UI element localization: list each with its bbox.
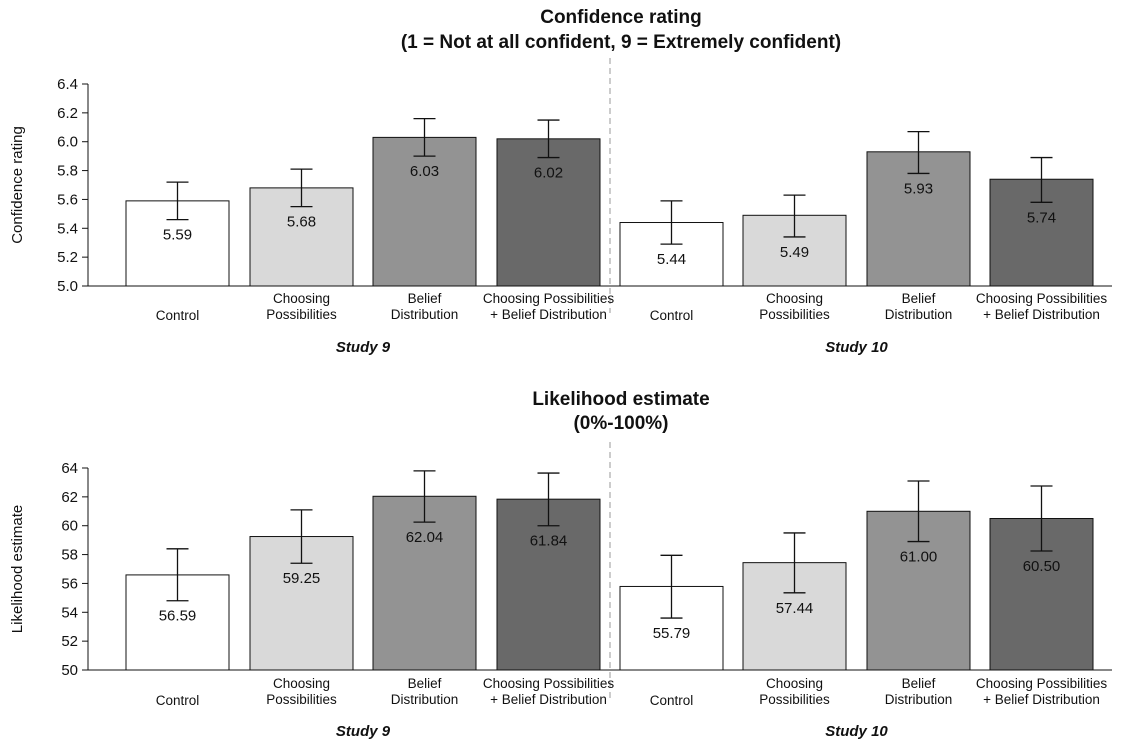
category-label: Choosing: [766, 291, 823, 306]
category-label: Belief: [902, 291, 936, 306]
bar: [496, 498, 601, 671]
bar-value-label: 56.59: [159, 608, 197, 625]
category-label: Choosing Possibilities: [483, 291, 615, 306]
y-tick-label: 6.2: [57, 105, 78, 122]
category-label: Possibilities: [759, 307, 830, 322]
y-tick-label: 50: [61, 662, 78, 679]
bar: [496, 138, 601, 287]
y-axis-label: Confidence rating: [9, 126, 26, 244]
y-tick-label: 6.4: [57, 76, 78, 93]
y-axis-label: Likelihood estimate: [9, 505, 26, 633]
bar: [866, 151, 971, 287]
y-tick-label: 5.8: [57, 163, 78, 180]
y-tick-label: 5.0: [57, 278, 78, 295]
bar-value-label: 62.04: [406, 529, 444, 546]
bar-value-label: 59.25: [283, 570, 321, 587]
bar: [372, 136, 477, 287]
category-label: Belief: [408, 291, 442, 306]
category-label: + Belief Distribution: [490, 307, 607, 322]
bar-value-label: 61.84: [530, 533, 568, 550]
y-tick-label: 58: [61, 547, 78, 564]
bar-value-label: 5.93: [904, 180, 933, 197]
category-label: + Belief Distribution: [490, 692, 607, 707]
category-label: + Belief Distribution: [983, 692, 1100, 707]
category-label: Possibilities: [266, 307, 337, 322]
category-label: Belief: [408, 676, 442, 691]
category-label: Choosing: [273, 676, 330, 691]
bar: [372, 495, 477, 671]
y-tick-label: 60: [61, 518, 78, 535]
y-tick-label: 52: [61, 633, 78, 650]
category-label: Distribution: [391, 692, 459, 707]
category-label: Belief: [902, 676, 936, 691]
category-label: Choosing Possibilities: [976, 676, 1108, 691]
bar-value-label: 5.49: [780, 244, 809, 261]
category-label: Distribution: [885, 307, 953, 322]
y-tick-label: 5.6: [57, 191, 78, 208]
bar-value-label: 6.03: [410, 163, 439, 180]
category-label: Possibilities: [759, 692, 830, 707]
y-tick-label: 54: [61, 604, 78, 621]
bar-value-label: 61.00: [900, 549, 938, 566]
bar-value-label: 5.68: [287, 214, 316, 231]
category-label: Distribution: [885, 692, 953, 707]
category-label: Choosing: [766, 676, 823, 691]
study-group-label: Study 9: [336, 339, 391, 356]
bar-value-label: 60.50: [1023, 558, 1061, 575]
y-tick-label: 5.4: [57, 220, 78, 237]
y-tick-label: 5.2: [57, 249, 78, 266]
bar-value-label: 5.59: [163, 227, 192, 244]
study-group-label: Study 10: [825, 339, 888, 356]
category-label: Choosing: [273, 291, 330, 306]
study-group-label: Study 10: [825, 723, 888, 740]
category-label: Control: [650, 308, 694, 323]
category-label: Control: [156, 693, 200, 708]
category-label: Distribution: [391, 307, 459, 322]
bar-value-label: 5.44: [657, 251, 686, 268]
chart-title: Likelihood estimate: [532, 389, 709, 410]
chart-subtitle: (0%-100%): [573, 413, 668, 434]
bar-value-label: 55.79: [653, 625, 691, 642]
y-tick-label: 56: [61, 575, 78, 592]
category-label: Choosing Possibilities: [483, 676, 615, 691]
chart-title: Confidence rating: [540, 7, 702, 28]
study-group-label: Study 9: [336, 723, 391, 740]
confidence-rating-panel: Confidence rating (1 = Not at all confide…: [9, 7, 1112, 356]
category-label: + Belief Distribution: [983, 307, 1100, 322]
bar-value-label: 57.44: [776, 600, 814, 617]
bar-value-label: 5.74: [1027, 209, 1056, 226]
bar-value-label: 6.02: [534, 165, 563, 182]
y-tick-label: 6.0: [57, 134, 78, 151]
category-label: Control: [156, 308, 200, 323]
y-tick-label: 62: [61, 489, 78, 506]
y-tick-label: 64: [61, 460, 78, 477]
category-label: Choosing Possibilities: [976, 291, 1108, 306]
category-label: Control: [650, 693, 694, 708]
category-label: Possibilities: [266, 692, 337, 707]
chart-subtitle: (1 = Not at all confident, 9 = Extremely…: [401, 32, 841, 53]
likelihood-estimate-panel: Likelihood estimate (0%-100%) Likelihood e…: [9, 389, 1112, 740]
